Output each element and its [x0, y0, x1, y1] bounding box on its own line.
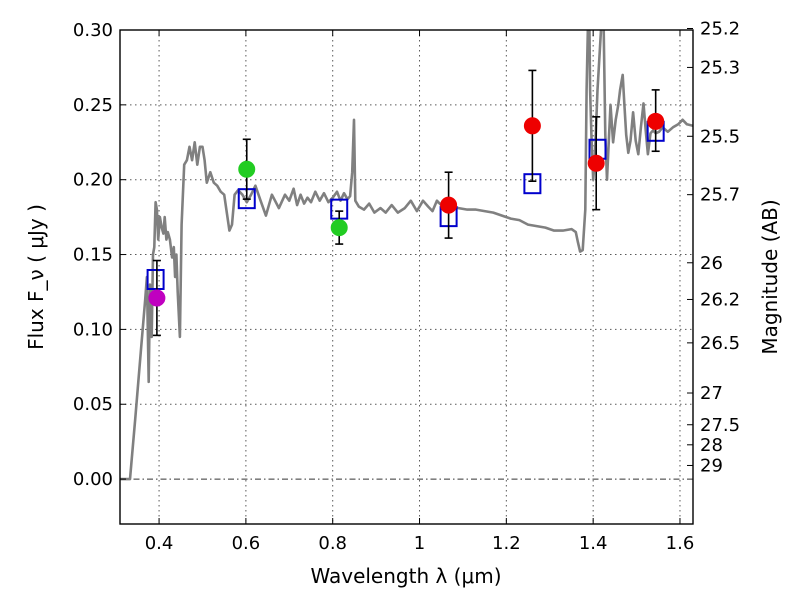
mag-tick-label: 25.7: [700, 185, 740, 206]
x-tick-label: 0.4: [145, 533, 174, 554]
mag-tick-label: 29: [700, 455, 723, 476]
plot-background: [120, 30, 693, 524]
mag-tick-label: 25.2: [700, 19, 740, 40]
x-tick-label: 0.8: [318, 533, 347, 554]
x-tick-label: 0.6: [232, 533, 261, 554]
plot-frame: [119, 29, 694, 525]
mag-tick-label: 26.5: [700, 333, 740, 354]
mag-tick-label: 28: [700, 435, 723, 456]
mag-tick-label: 26.2: [700, 289, 740, 310]
mag-tick-label: 27: [700, 383, 723, 404]
y-tick-label: 0.05: [73, 394, 113, 415]
observed-flux-point: [238, 160, 256, 178]
y-tick-label: 0.10: [73, 319, 113, 340]
x-tick-label: 1.2: [492, 533, 521, 554]
observed-flux-point: [440, 196, 458, 214]
model-flux-box: [146, 268, 165, 290]
y-tick-label: 0.30: [73, 20, 113, 41]
mag-tick-label: 25.3: [700, 57, 740, 78]
x-tick-label: 1: [414, 533, 425, 554]
axes: 0.4 0.6 0.8 1 1.2 1.4 1.6 0.00 0.05 0.10 0.15 0.20 0…: [73, 19, 740, 554]
x-axis-label: Wavelength λ (μm): [310, 564, 501, 588]
x-tick-label: 1.6: [666, 533, 695, 554]
x-tick-label: 1.4: [579, 533, 608, 554]
observed-flux-point: [523, 117, 541, 135]
y-axis-label: Flux F_ν ( μJy ): [24, 204, 48, 350]
observed-flux-point: [647, 112, 665, 130]
sed-line: [120, 30, 693, 481]
y-tick-label: 0.25: [73, 95, 113, 116]
y-tick-label: 0.00: [73, 469, 113, 490]
observed-flux-point: [587, 154, 605, 172]
observed-flux-point: [330, 219, 348, 237]
observed-flux-point: [148, 289, 166, 307]
plot-area: [120, 30, 693, 481]
markers: [146, 69, 665, 337]
y-axis-label-right: Magnitude (AB): [758, 199, 782, 354]
grid: [120, 30, 693, 524]
y-tick-label: 0.15: [73, 245, 113, 266]
mag-tick-label: 25.5: [700, 126, 740, 147]
mag-tick-label: 27.5: [700, 415, 740, 436]
mag-tick-label: 26: [700, 253, 723, 274]
y-tick-label: 0.20: [73, 170, 113, 191]
